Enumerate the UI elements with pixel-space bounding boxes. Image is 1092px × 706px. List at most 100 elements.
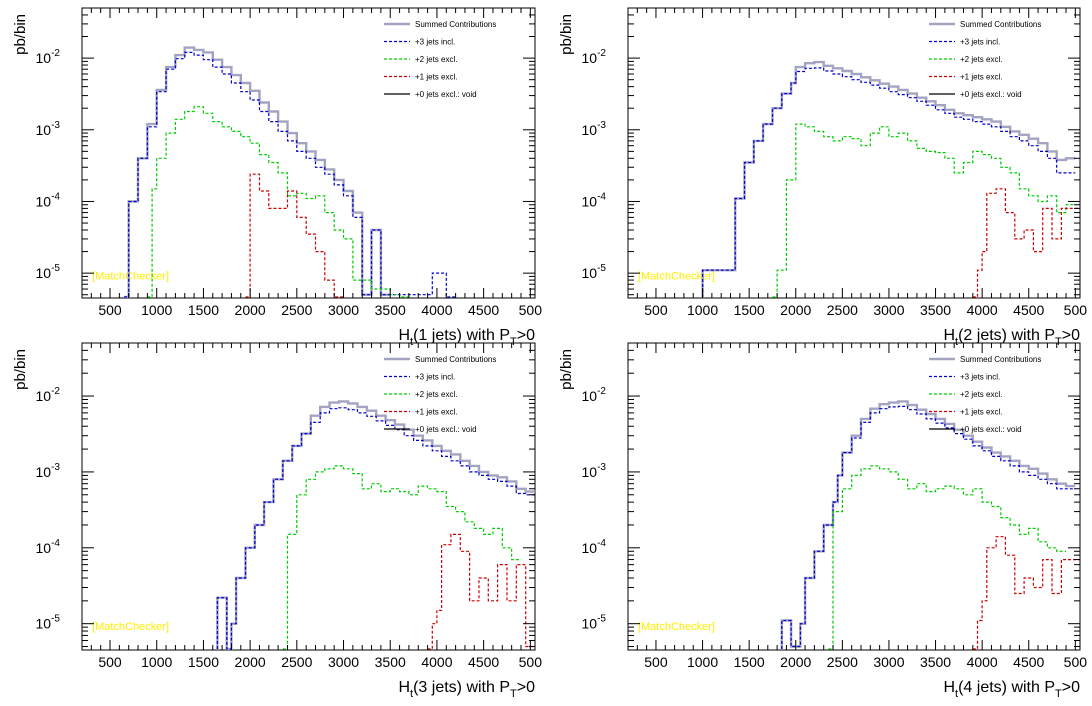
legend-label: +3 jets incl.: [415, 38, 455, 47]
x-tick-label: 4500: [1013, 654, 1044, 670]
series-summed-contributions: [124, 46, 391, 298]
legend-label: +2 jets excl.: [960, 390, 1002, 399]
x-axis-label: Ht(1 jets) with PT>0: [398, 327, 535, 348]
y-tick-label: 10-5: [36, 263, 61, 281]
x-tick-label: 2500: [281, 302, 312, 318]
x-tick-label: 4500: [468, 302, 499, 318]
legend-label: +1 jets excl.: [960, 408, 1002, 417]
series-1-jets-excl: [245, 173, 344, 298]
x-tick-label: 3500: [375, 302, 406, 318]
legend: Summed Contributions +3 jets incl. +2 jets…: [929, 355, 1041, 434]
series-2-jets-excl: [772, 123, 1076, 298]
panel-4: [MatchChecker] 500 1000 1500 2000 2500 3000 350…: [558, 342, 1088, 700]
y-tick-label: 10-2: [582, 386, 607, 404]
series-1-jets-excl: [427, 533, 535, 650]
x-tick-label: 4000: [967, 654, 998, 670]
legend-label: +0 jets excl.: void: [415, 425, 477, 434]
series-2-jets-excl: [282, 465, 521, 650]
watermark-label: [MatchChecker]: [638, 271, 715, 283]
x-tick-label: 1500: [734, 302, 765, 318]
legend-label: +3 jets incl.: [415, 373, 455, 382]
x-tick-label: 4000: [967, 302, 998, 318]
x-tick-label: 1000: [687, 654, 718, 670]
series-3-jets-incl: [781, 405, 1076, 649]
legend-label: Summed Contributions: [960, 20, 1041, 29]
y-axis-label: pb/bin: [12, 349, 29, 390]
watermark-label: [MatchChecker]: [638, 621, 715, 633]
x-tick-label: 3000: [873, 302, 904, 318]
legend-label: +2 jets excl.: [415, 55, 457, 64]
series-3-jets-incl: [702, 67, 1076, 297]
plot-frame: [81, 342, 536, 651]
x-tick-label: 3500: [920, 302, 951, 318]
y-tick-label: 10-3: [582, 462, 607, 480]
x-tick-label: 500: [98, 302, 122, 318]
y-tick-label: 10-4: [582, 191, 607, 209]
y-axis-label: pb/bin: [558, 349, 575, 390]
y-tick-label: 10-5: [582, 263, 607, 281]
x-tick-label: 2500: [281, 654, 312, 670]
panel-3: [MatchChecker] 500 1000 1500 2000 2500 3000 350…: [12, 342, 543, 700]
x-axis-label: Ht(4 jets) with PT>0: [943, 679, 1080, 700]
x-tick-label: 500: [98, 654, 122, 670]
y-tick-label: 10-4: [36, 191, 61, 209]
legend-label: +0 jets excl.: void: [415, 90, 477, 99]
x-tick-label: 1500: [188, 654, 219, 670]
x-tick-label: 3000: [328, 302, 359, 318]
x-tick-label: 4500: [468, 654, 499, 670]
legend-label: Summed Contributions: [960, 355, 1041, 364]
x-tick-label: 1000: [141, 654, 172, 670]
x-axis-label: Ht(3 jets) with PT>0: [398, 679, 535, 700]
legend-label: Summed Contributions: [415, 355, 496, 364]
x-tick-label: 2000: [780, 654, 811, 670]
y-tick-label: 10-2: [582, 48, 607, 66]
x-tick-label: 500: [519, 302, 543, 318]
legend-label: +1 jets excl.: [960, 73, 1002, 82]
x-tick-label: 4000: [421, 654, 452, 670]
y-tick-label: 10-4: [582, 538, 607, 556]
x-tick-label: 2000: [235, 654, 266, 670]
legend-label: +1 jets excl.: [415, 408, 457, 417]
y-tick-label: 10-3: [36, 120, 61, 138]
legend-label: +0 jets excl.: void: [960, 90, 1022, 99]
legend-label: +3 jets incl.: [960, 373, 1000, 382]
y-tick-label: 10-5: [36, 614, 61, 632]
legend: Summed Contributions +3 jets incl. +2 jets…: [384, 355, 496, 434]
y-tick-label: 10-5: [582, 614, 607, 632]
x-tick-label: 2000: [235, 302, 266, 318]
x-tick-label: 500: [1064, 302, 1088, 318]
watermark-label: [MatchChecker]: [92, 271, 169, 283]
panel-2: [MatchChecker] 500 1000 1500 2000 2500 3000 350…: [558, 7, 1088, 348]
y-tick-label: 10-2: [36, 48, 61, 66]
series-2-jets-excl: [828, 465, 1066, 650]
x-tick-label: 2500: [827, 654, 858, 670]
legend-label: +1 jets excl.: [415, 73, 457, 82]
x-tick-label: 4000: [421, 302, 452, 318]
x-tick-label: 3000: [873, 654, 904, 670]
series-summed-contributions: [216, 400, 535, 650]
x-tick-label: 500: [1064, 654, 1088, 670]
y-tick-label: 10-3: [582, 120, 607, 138]
legend: Summed Contributions +3 jets incl. +2 jets…: [929, 20, 1041, 99]
series-3-jets-incl: [216, 407, 535, 650]
x-tick-label: 1000: [141, 302, 172, 318]
x-tick-label: 500: [644, 302, 668, 318]
legend-label: +3 jets incl.: [960, 38, 1000, 47]
series-3-jets-incl: [124, 51, 456, 298]
x-tick-label: 4500: [1013, 302, 1044, 318]
x-tick-label: 1000: [687, 302, 718, 318]
plot-frame: [627, 342, 1081, 651]
y-axis-label: pb/bin: [12, 14, 29, 55]
panel-1: [MatchChecker] 500 1000 1500 2000 2500 3000 350…: [12, 7, 543, 348]
y-tick-label: 10-4: [36, 538, 61, 556]
x-tick-label: 1500: [734, 654, 765, 670]
legend-label: +0 jets excl.: void: [960, 425, 1022, 434]
x-tick-label: 3500: [920, 654, 951, 670]
series-1-jets-excl: [972, 188, 1080, 298]
x-axis-label: Ht(2 jets) with PT>0: [943, 327, 1080, 348]
x-tick-label: 3000: [328, 654, 359, 670]
x-tick-label: 3500: [375, 654, 406, 670]
x-tick-label: 500: [519, 654, 543, 670]
x-tick-label: 500: [644, 654, 668, 670]
